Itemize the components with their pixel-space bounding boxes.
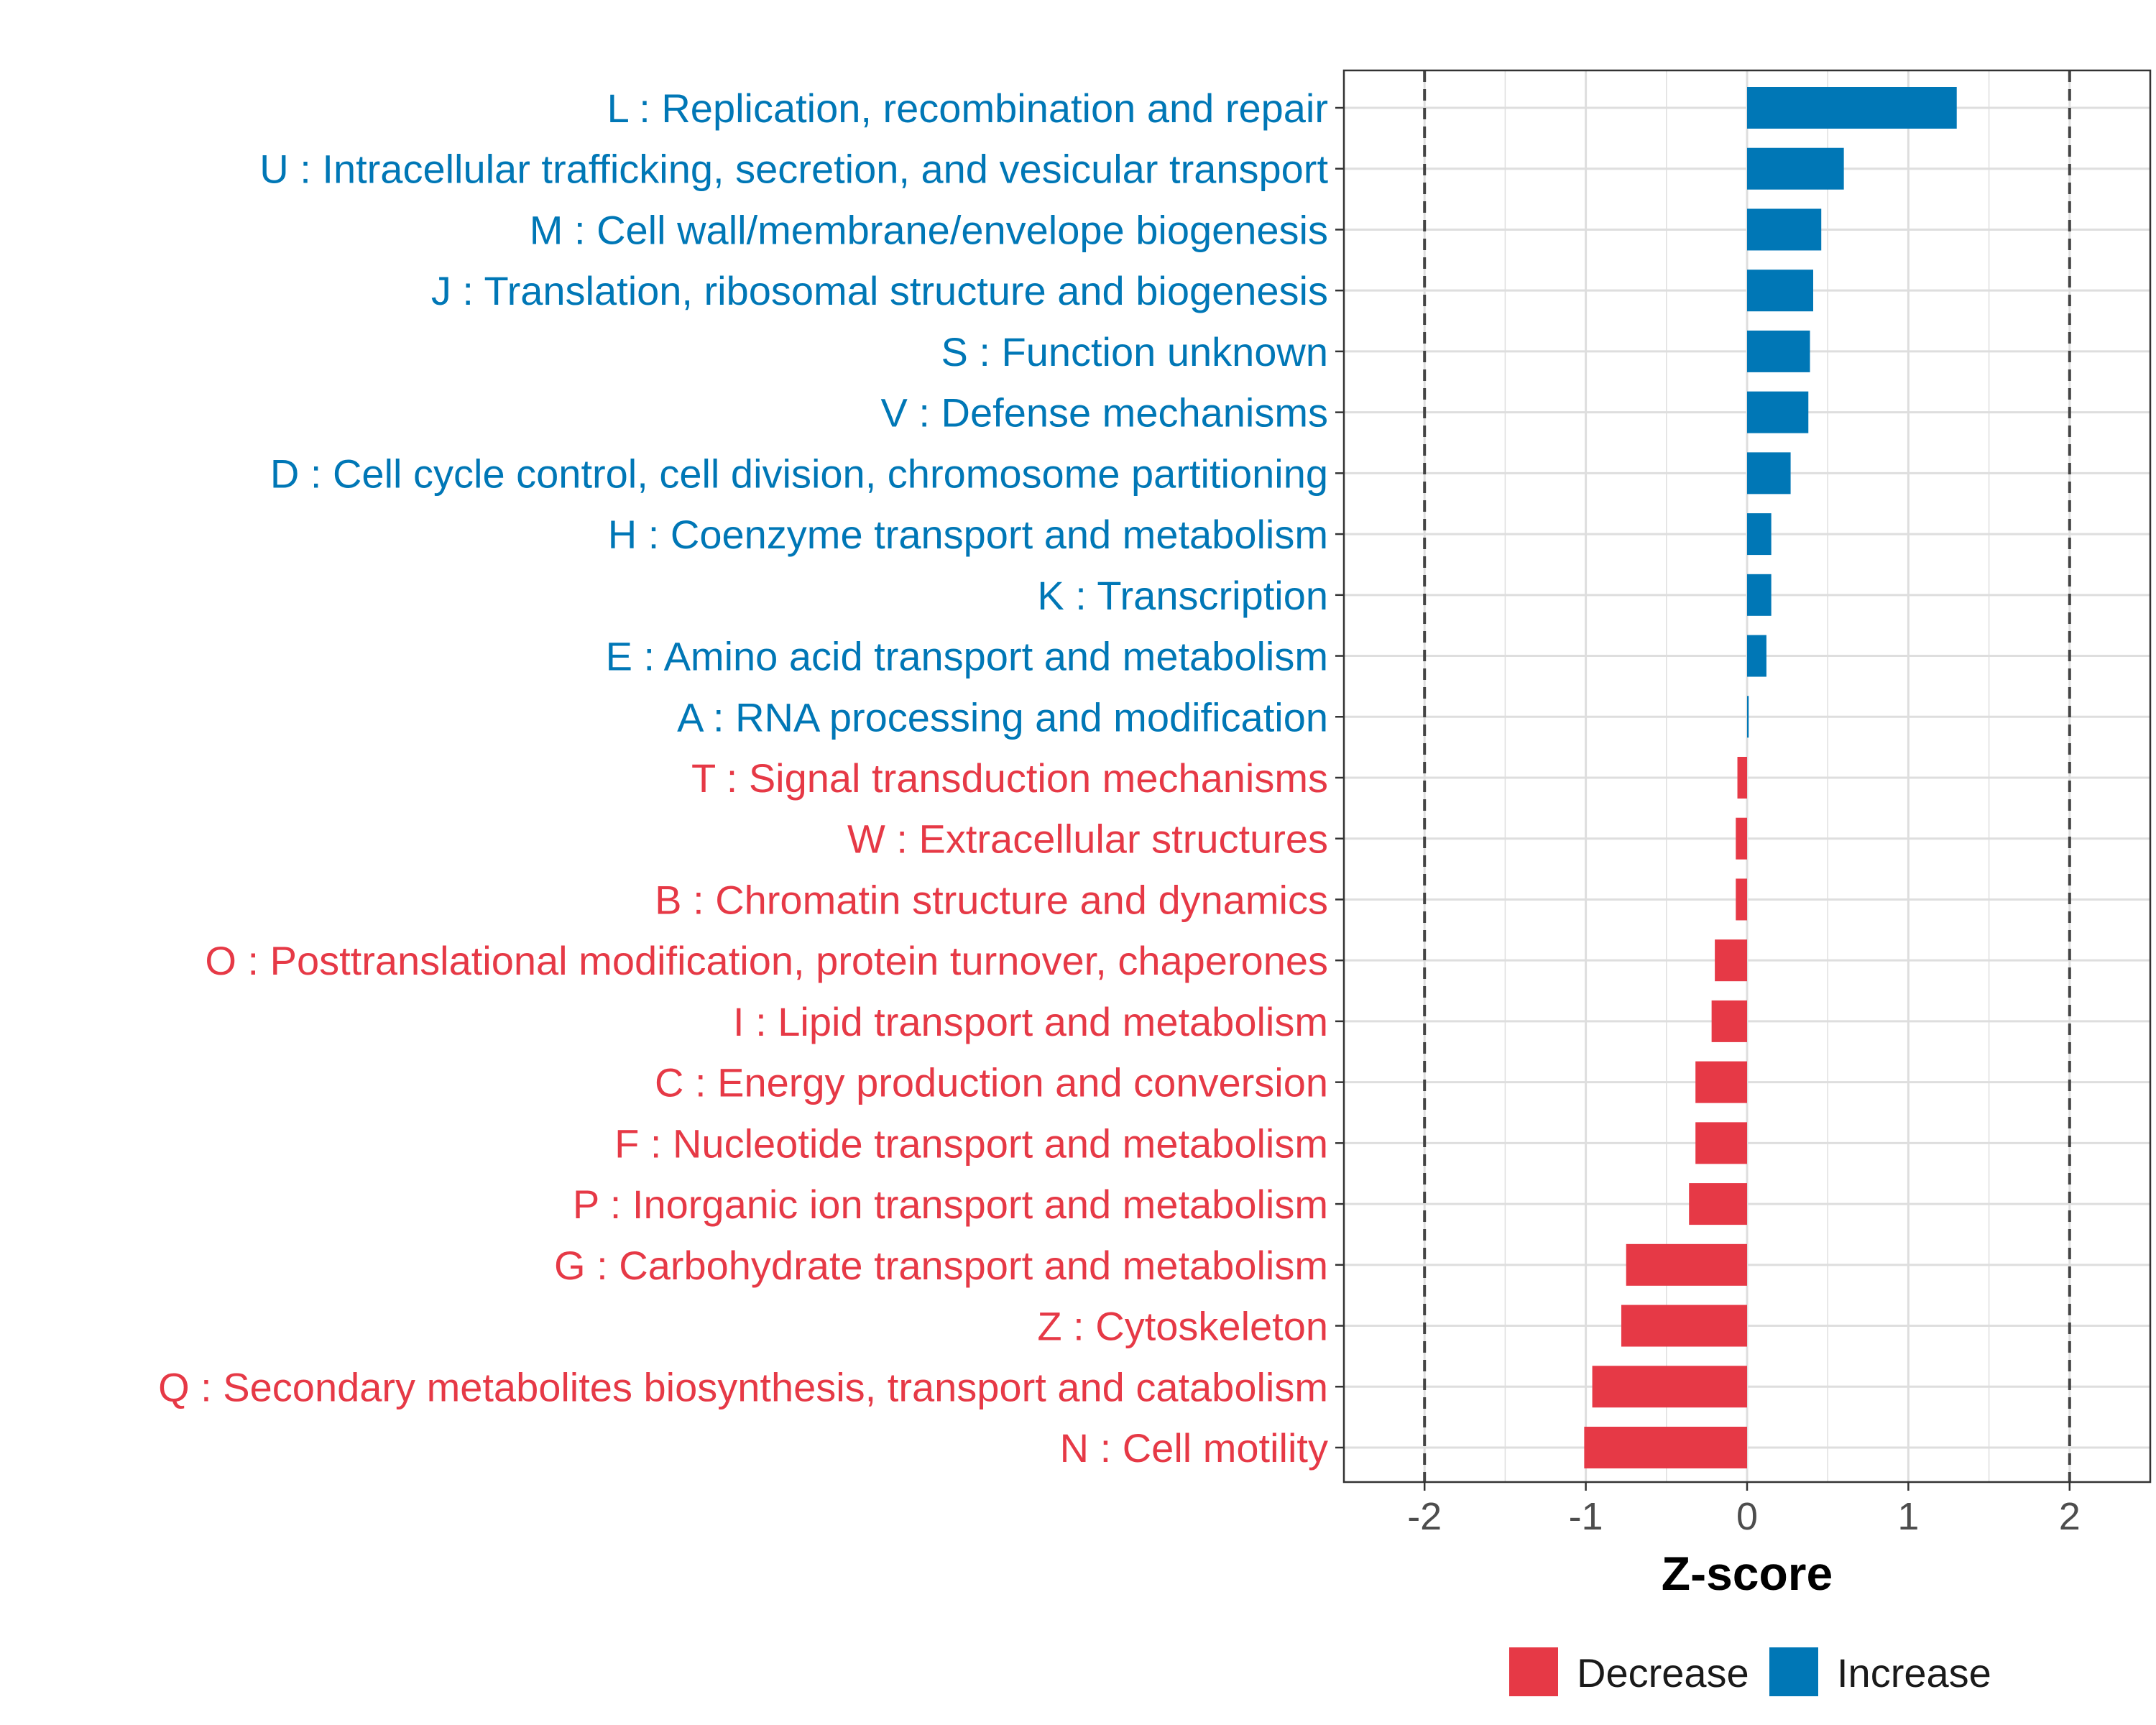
category-label: K : Transcription	[1037, 573, 1328, 618]
category-label: C : Energy production and conversion	[655, 1060, 1328, 1105]
x-tick-label: 1	[1897, 1495, 1919, 1538]
category-label: Q : Secondary metabolites biosynthesis, …	[158, 1364, 1328, 1409]
category-label: T : Signal transduction mechanisms	[691, 755, 1328, 801]
bar-decrease	[1715, 939, 1747, 982]
legend-label-decrease: Decrease	[1577, 1650, 1749, 1696]
x-axis-title: Z-score	[1662, 1547, 1833, 1600]
category-label: B : Chromatin structure and dynamics	[655, 877, 1328, 922]
category-label: L : Replication, recombination and repai…	[607, 86, 1328, 131]
bar-decrease	[1711, 1000, 1747, 1042]
bar-increase	[1747, 270, 1814, 312]
bar-increase	[1747, 330, 1810, 372]
category-label: W : Extracellular structures	[847, 816, 1328, 862]
category-label: A : RNA processing and modification	[677, 694, 1328, 740]
category-label: O : Posttranslational modification, prot…	[205, 938, 1328, 983]
x-axis-ticks: -2 -1 0 1 2	[1407, 1482, 2081, 1538]
category-label: G : Carbohydrate transport and metabolis…	[554, 1243, 1328, 1288]
bar-decrease	[1736, 817, 1747, 860]
bar-increase	[1747, 147, 1844, 190]
bar-decrease	[1626, 1243, 1747, 1286]
bar-increase	[1747, 87, 1957, 129]
bar-increase	[1747, 574, 1772, 616]
bar-increase	[1747, 391, 1809, 433]
bar-decrease	[1736, 878, 1747, 921]
bar-decrease	[1592, 1366, 1747, 1408]
category-label: E : Amino acid transport and metabolism	[606, 634, 1328, 679]
category-label: P : Inorganic ion transport and metaboli…	[573, 1182, 1328, 1227]
category-label: N : Cell motility	[1060, 1425, 1328, 1471]
category-label: I : Lipid transport and metabolism	[733, 999, 1328, 1044]
category-label: J : Translation, ribosomal structure and…	[431, 268, 1328, 313]
category-label: U : Intracellular trafficking, secretion…	[259, 147, 1328, 192]
reference-lines	[1423, 70, 2071, 1482]
x-tick-label: -2	[1407, 1495, 1442, 1538]
category-label: V : Defense mechanisms	[881, 390, 1328, 436]
bar-increase	[1747, 635, 1766, 677]
legend: Decrease Increase	[1509, 1647, 1991, 1696]
category-label: D : Cell cycle control, cell division, c…	[270, 451, 1328, 496]
bar-decrease	[1695, 1061, 1747, 1103]
y-axis-ticks	[1335, 106, 1344, 1449]
bar-decrease	[1737, 757, 1747, 799]
category-labels: L : Replication, recombination and repai…	[158, 86, 1328, 1471]
legend-key-increase	[1769, 1647, 1818, 1696]
category-label: S : Function unknown	[941, 329, 1328, 374]
bar-increase	[1747, 452, 1791, 494]
bar-decrease	[1621, 1305, 1747, 1347]
bar-decrease	[1584, 1427, 1747, 1468]
bar-decrease	[1695, 1122, 1747, 1164]
bars	[1584, 87, 1957, 1468]
legend-key-decrease	[1509, 1647, 1558, 1696]
bar-decrease	[1689, 1183, 1747, 1225]
x-tick-label: -1	[1569, 1495, 1603, 1538]
category-label: M : Cell wall/membrane/envelope biogenes…	[530, 207, 1328, 252]
x-tick-label: 2	[2059, 1495, 2081, 1538]
category-label: F : Nucleotide transport and metabolism	[614, 1121, 1328, 1166]
x-tick-label: 0	[1736, 1495, 1758, 1538]
bar-increase	[1747, 208, 1822, 251]
bar-increase	[1747, 513, 1772, 556]
category-label: Z : Cytoskeleton	[1037, 1304, 1328, 1349]
legend-label-increase: Increase	[1837, 1650, 1991, 1696]
category-label: H : Coenzyme transport and metabolism	[608, 512, 1328, 557]
bar-increase	[1747, 696, 1749, 738]
